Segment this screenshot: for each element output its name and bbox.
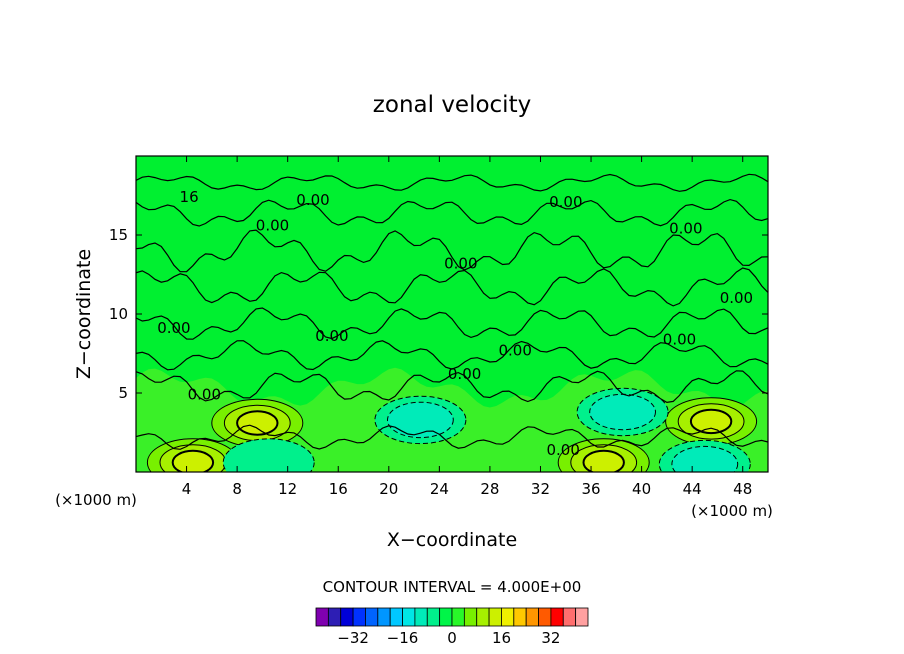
- contour-lines: [136, 173, 768, 450]
- x-tick-label: 44: [683, 480, 702, 498]
- zero-contour-line: [136, 424, 768, 450]
- colorbar-swatch: [340, 607, 354, 627]
- colorbar-tick-label: 16: [492, 629, 511, 647]
- contour-label: 0.00: [663, 330, 696, 348]
- colorbar-swatch: [352, 607, 366, 627]
- negative-contour: [222, 438, 315, 472]
- colorbar-tick-label: −32: [337, 629, 369, 647]
- x-axis-ticks: 4 8 12 16 20 24 28 32 36 40 44 48: [182, 156, 752, 498]
- zero-contour-line: [136, 307, 768, 340]
- colorbar-tick-label: −16: [387, 629, 419, 647]
- colorbar-swatch: [575, 607, 589, 627]
- colorbar-swatch: [525, 607, 539, 627]
- colorbar-swatch: [538, 607, 552, 627]
- colorbar-swatch: [439, 607, 453, 627]
- colorbar-swatch: [562, 607, 577, 627]
- x-tick-label: 20: [379, 480, 398, 498]
- colorbar-swatch: [327, 607, 342, 627]
- x-tick-label: 28: [480, 480, 499, 498]
- y-tick-label: 5: [118, 384, 128, 402]
- colorbar-swatch: [426, 607, 441, 627]
- x-tick-label: 40: [632, 480, 651, 498]
- y-unit-label: (×1000 m): [55, 491, 137, 509]
- colorbar-tick-label: 0: [447, 629, 457, 647]
- colorbar-swatch: [389, 607, 403, 627]
- negative-contour: [387, 401, 454, 439]
- contour-label: 0.00: [720, 289, 753, 307]
- x-tick-label: 48: [733, 480, 752, 498]
- zero-contour-line: [136, 198, 768, 227]
- x-tick-label: 36: [581, 480, 600, 498]
- x-tick-label: 24: [430, 480, 449, 498]
- contour-label: 0.00: [315, 327, 348, 345]
- negative-contour: [671, 445, 739, 472]
- contour-label: 0.00: [157, 319, 190, 337]
- y-tick-label: 15: [109, 226, 128, 244]
- contour-label: 0.00: [669, 220, 702, 238]
- x-tick-label: 16: [329, 480, 348, 498]
- y-tick-label: 10: [109, 305, 128, 323]
- colorbar-swatch: [402, 607, 416, 627]
- x-tick-label: 8: [232, 480, 242, 498]
- colorbar: [315, 607, 589, 627]
- contour-label: 0.00: [188, 386, 221, 404]
- contour-label: 0.00: [444, 254, 477, 272]
- y-axis-ticks: 5 10 15: [109, 226, 768, 402]
- colorbar-swatch: [501, 607, 515, 627]
- colorbar-swatch: [513, 607, 527, 627]
- positive-contour: [689, 408, 733, 435]
- contour-label: 0.00: [448, 365, 481, 383]
- positive-contour: [236, 410, 279, 436]
- contour-label: 0.00: [546, 441, 579, 459]
- zero-contour-line: [136, 340, 768, 371]
- zero-contour-line: [136, 370, 768, 404]
- colorbar-swatch: [550, 607, 564, 627]
- colorbar-swatch: [463, 607, 478, 627]
- colorbar-swatch: [451, 607, 465, 627]
- contour-fills: [136, 367, 768, 472]
- x-tick-label: 12: [278, 480, 297, 498]
- zero-contour-line: [136, 267, 768, 307]
- positive-contour: [171, 449, 215, 472]
- zero-contour-line: [136, 229, 768, 273]
- y-axis-label: Z−coordinate: [73, 249, 95, 379]
- x-tick-label: 4: [182, 480, 192, 498]
- zero-contour-line: [136, 173, 768, 192]
- colorbar-swatch: [488, 607, 502, 627]
- colorbar-swatch: [414, 607, 428, 627]
- contour-labels: 0.00 0.00 0.00 0.00 0.00 0.00 0.00 0.00 0.00 0.00…: [157, 188, 753, 459]
- x-unit-label: (×1000 m): [691, 502, 773, 520]
- contour-label: 0.00: [498, 341, 531, 359]
- positive-contour: [582, 449, 625, 472]
- contour-label: 0.00: [256, 217, 289, 235]
- colorbar-ticks: −32 −16 0 16 32: [337, 629, 560, 647]
- colorbar-swatch: [315, 607, 329, 627]
- chart-title: zonal velocity: [373, 92, 531, 118]
- contour-interval-text: CONTOUR INTERVAL = 4.000E+00: [323, 578, 582, 596]
- plot-area: 0.00 0.00 0.00 0.00 0.00 0.00 0.00 0.00 0.00 0.00…: [136, 156, 768, 472]
- contour-label: 16: [180, 188, 199, 206]
- x-axis-label: X−coordinate: [387, 529, 517, 551]
- x-tick-label: 32: [531, 480, 550, 498]
- negative-contour: [589, 393, 656, 431]
- contour-label: 0.00: [549, 193, 582, 211]
- colorbar-swatch: [476, 607, 490, 627]
- colorbar-swatch: [365, 607, 379, 627]
- colorbar-swatch: [377, 607, 391, 627]
- colorbar-tick-label: 32: [541, 629, 560, 647]
- contour-label: 0.00: [296, 191, 329, 209]
